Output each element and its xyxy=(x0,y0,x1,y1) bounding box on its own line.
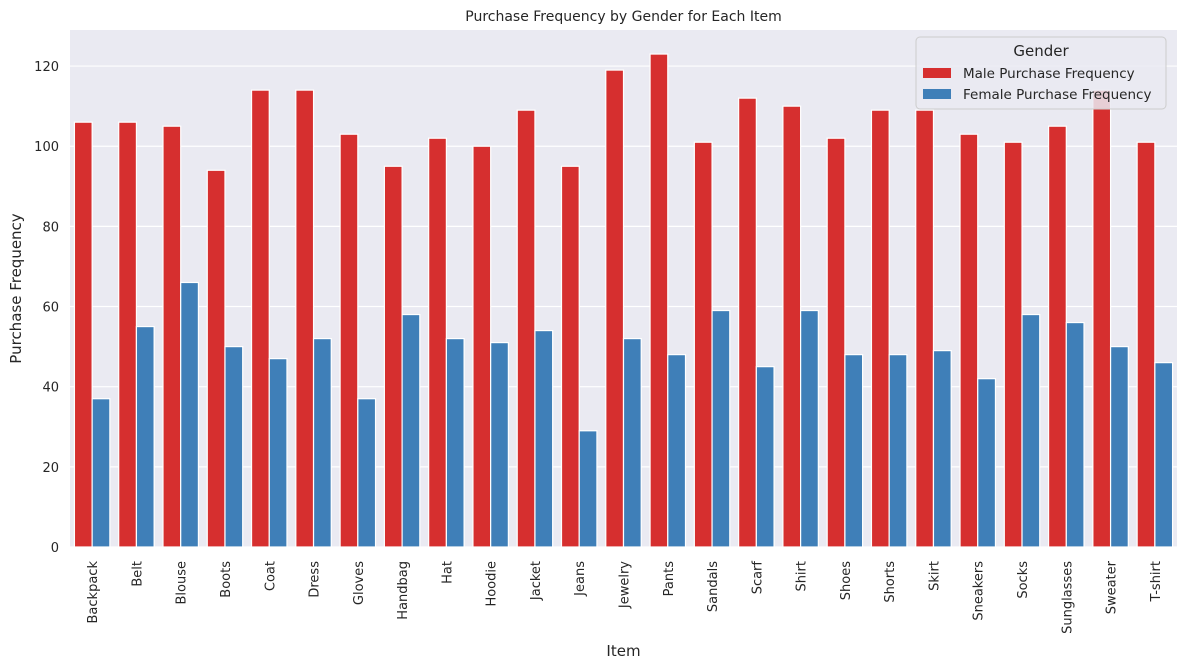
bar-male-boots xyxy=(206,169,226,548)
bar-male-coat xyxy=(250,89,270,548)
bar-female-sunglasses xyxy=(1065,321,1085,548)
x-tick-label: Hoodie xyxy=(485,561,500,607)
x-axis-label: Item xyxy=(606,642,640,660)
bar-female-belt xyxy=(135,325,155,548)
x-tick-label: Handbag xyxy=(396,561,411,620)
bar-female-jacket xyxy=(534,329,554,548)
bar-female-jewelry xyxy=(622,337,642,548)
bar-female-pants xyxy=(667,354,687,548)
bar-male-backpack xyxy=(73,121,93,548)
bar-male-shorts xyxy=(870,109,890,548)
bar-female-shorts xyxy=(888,354,908,548)
bar-male-sunglasses xyxy=(1047,125,1067,548)
bar-male-scarf xyxy=(738,97,757,548)
legend-title: Gender xyxy=(1013,42,1069,60)
bar-male-socks xyxy=(1003,141,1023,548)
y-tick-label: 0 xyxy=(51,541,59,556)
bar-male-dress xyxy=(295,89,315,548)
x-tick-label: Gloves xyxy=(352,561,367,605)
bar-male-skirt xyxy=(915,109,935,548)
x-tick-label: Belt xyxy=(130,561,145,587)
bar-male-gloves xyxy=(339,133,359,548)
x-tick-label: Jacket xyxy=(529,561,544,601)
bar-male-sweater xyxy=(1092,89,1112,548)
x-tick-label: Hat xyxy=(440,561,455,584)
bar-male-belt xyxy=(118,121,138,548)
bar-female-dress xyxy=(312,337,332,548)
bar-female-gloves xyxy=(357,398,377,548)
bar-female-coat xyxy=(268,358,288,548)
y-axis-ticks: 0 20 40 60 80 100 120 xyxy=(34,60,59,556)
bar-male-shoes xyxy=(826,137,846,548)
x-tick-label: Boots xyxy=(219,561,234,598)
bar-male-hat xyxy=(428,137,447,548)
bar-female-sweater xyxy=(1109,346,1129,548)
bar-male-handbag xyxy=(383,165,403,548)
x-tick-label: Socks xyxy=(1016,561,1031,599)
x-tick-label: Shoes xyxy=(839,561,854,600)
bar-female-scarf xyxy=(755,366,775,548)
x-tick-label: Pants xyxy=(662,561,677,597)
x-tick-label: Sandals xyxy=(706,561,721,612)
y-tick-label: 60 xyxy=(42,301,59,316)
bar-male-jeans xyxy=(560,165,580,548)
x-tick-label: Shorts xyxy=(883,561,898,603)
bar-male-t-shirt xyxy=(1136,141,1156,548)
x-tick-label: Scarf xyxy=(750,561,765,595)
bars xyxy=(73,53,1174,548)
x-tick-label: Skirt xyxy=(927,561,942,591)
legend-label-male: Male Purchase Frequency xyxy=(963,66,1135,82)
legend-swatch-male xyxy=(923,68,951,78)
bar-male-blouse xyxy=(162,125,182,548)
bar-female-handbag xyxy=(401,313,421,548)
x-tick-label: Sweater xyxy=(1105,560,1120,614)
bar-female-skirt xyxy=(932,350,952,548)
bar-female-sandals xyxy=(711,309,731,548)
bar-female-hat xyxy=(445,337,465,548)
y-axis-label: Purchase Frequency xyxy=(7,213,25,363)
x-tick-label: Sneakers xyxy=(972,561,987,621)
bar-female-blouse xyxy=(180,281,200,548)
x-tick-label: Backpack xyxy=(86,561,101,624)
y-tick-label: 120 xyxy=(34,60,59,75)
x-tick-label: Shirt xyxy=(795,561,810,592)
bar-female-socks xyxy=(1021,313,1041,548)
bar-female-backpack xyxy=(91,398,111,548)
x-tick-label: Coat xyxy=(263,561,278,591)
y-tick-label: 80 xyxy=(42,220,59,235)
x-tick-label: Dress xyxy=(308,561,323,598)
bar-female-jeans xyxy=(578,430,598,548)
legend-swatch-female xyxy=(923,89,951,99)
x-tick-label: Jewelry xyxy=(618,561,633,609)
x-tick-label: Sunglasses xyxy=(1060,561,1075,634)
bar-female-hoodie xyxy=(490,342,509,548)
legend-label-female: Female Purchase Frequency xyxy=(963,87,1151,103)
bar-female-boots xyxy=(224,346,244,548)
x-tick-label: Jeans xyxy=(573,561,588,597)
bar-female-sneakers xyxy=(977,378,997,548)
bar-male-jacket xyxy=(516,109,536,548)
bar-male-sneakers xyxy=(959,133,979,548)
legend: Gender Male Purchase Frequency Female Pu… xyxy=(915,36,1167,110)
bar-male-jewelry xyxy=(605,69,625,548)
y-tick-label: 100 xyxy=(34,140,59,155)
bar-male-sandals xyxy=(693,141,713,548)
bar-male-shirt xyxy=(782,105,802,548)
bar-male-pants xyxy=(649,53,669,548)
x-tick-label: T-shirt xyxy=(1149,561,1164,603)
bar-female-shirt xyxy=(800,309,819,548)
chart-title: Purchase Frequency by Gender for Each It… xyxy=(465,9,781,25)
legend-box xyxy=(915,36,1167,110)
bar-female-shoes xyxy=(844,354,864,548)
y-tick-label: 20 xyxy=(42,461,59,476)
bar-male-hoodie xyxy=(472,145,492,548)
y-tick-label: 40 xyxy=(42,381,59,396)
x-tick-label: Blouse xyxy=(175,561,190,605)
bar-female-t-shirt xyxy=(1154,362,1174,548)
x-axis-ticks: Backpack Belt Blouse Boots Coat Dress Gloves Ha… xyxy=(86,560,1164,634)
